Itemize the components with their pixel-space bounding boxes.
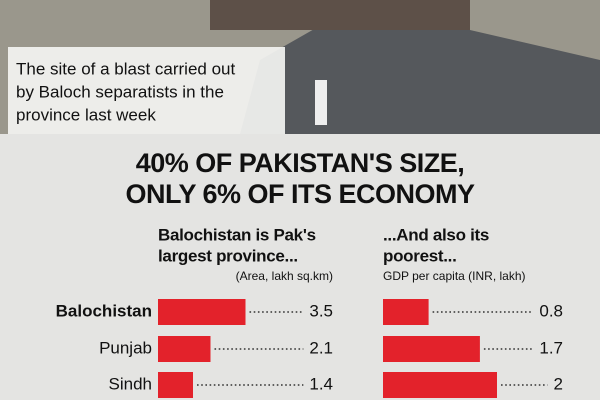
photo-wreck: [210, 0, 470, 30]
category-label: Balochistan: [56, 301, 152, 320]
chart-title: Balochistan is Pak's: [158, 225, 316, 244]
value-label: 2.1: [309, 338, 333, 357]
photo-road: [240, 20, 600, 134]
caption-box: [8, 47, 285, 134]
value-label: 0.8: [539, 301, 563, 320]
chart-title: poorest...: [383, 246, 457, 265]
headline: 40% OF PAKISTAN'S SIZE,: [136, 148, 464, 178]
photo-caption: The site of a blast carried out: [16, 59, 236, 78]
photo-person: [315, 80, 327, 125]
category-label: Punjab: [99, 338, 152, 357]
chart-title: ...And also its: [383, 225, 489, 244]
chart-subtitle: (Area, lakh sq.km): [236, 269, 333, 283]
photo-caption: by Baloch separatists in the: [16, 82, 224, 101]
value-label: 1.7: [539, 338, 563, 357]
bar: [158, 372, 193, 398]
category-label: Sindh: [109, 374, 152, 393]
chart-title: largest province...: [158, 246, 298, 265]
value-label: 3.5: [309, 301, 333, 320]
bar: [383, 299, 429, 325]
bar: [383, 336, 480, 362]
value-label: 2: [554, 374, 563, 393]
headline: ONLY 6% OF ITS ECONOMY: [125, 179, 475, 209]
chart-subtitle: GDP per capita (INR, lakh): [383, 269, 526, 283]
bar: [383, 372, 497, 398]
bar: [158, 336, 211, 362]
photo: The site of a blast carried out by Baloc…: [0, 0, 600, 134]
photo-caption: province last week: [16, 105, 156, 124]
bar: [158, 299, 246, 325]
value-label: 1.4: [309, 374, 333, 393]
